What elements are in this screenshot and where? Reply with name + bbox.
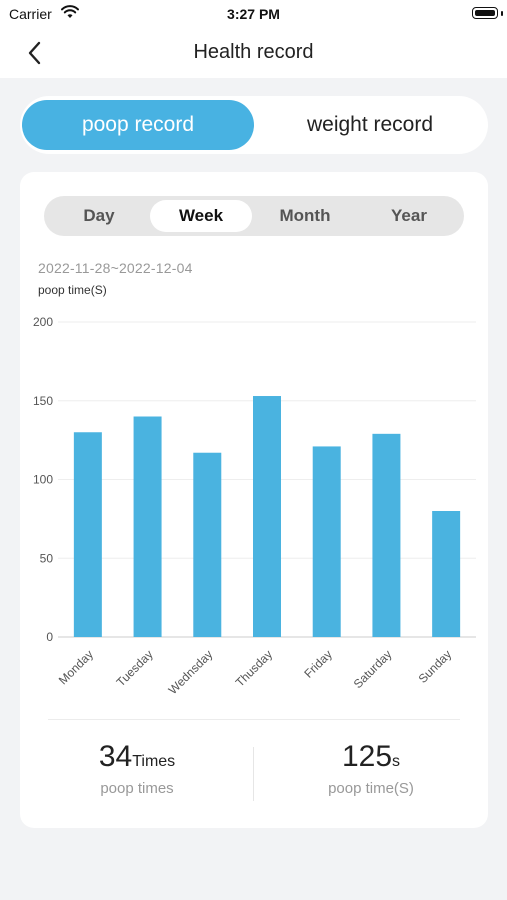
bar-saturday[interactable] (372, 433, 401, 637)
bar-tuesday[interactable] (133, 416, 162, 638)
divider (48, 719, 460, 720)
status-time: 3:27 PM (227, 6, 280, 22)
poop-times-label: poop times (100, 780, 174, 797)
stat-separator (253, 747, 254, 801)
chevron-left-icon[interactable] (22, 38, 50, 68)
wifi-icon (61, 5, 79, 18)
battery-cap (501, 11, 503, 16)
x-tick-label: Saturday (351, 647, 395, 691)
navigation-bar: Health record (0, 28, 507, 78)
bar-wednsday[interactable] (193, 452, 222, 637)
poop-time-value: 125 (341, 740, 393, 773)
y-tick-label: 100 (33, 473, 53, 487)
bar-chart: 0 50 100 150 200 Monday Tuesday Wednsday Thusday… (33, 315, 476, 697)
date-range: 2022-11-28~2022-12-04 (38, 260, 193, 276)
y-axis-label: poop time(S) (38, 283, 107, 297)
status-bar: Carrier 3:27 PM (0, 0, 507, 28)
poop-time-stat: 125s poop time(S) (254, 740, 488, 797)
x-tick-label: Sunday (416, 647, 455, 686)
poop-time-unit: s (392, 753, 401, 770)
x-tick-label: Wednsday (166, 647, 216, 697)
x-tick-label: Monday (56, 647, 96, 687)
tab-weight-record[interactable]: weight record (306, 113, 434, 136)
poop-times-unit: Times (132, 753, 176, 770)
bar-friday[interactable] (312, 446, 341, 637)
carrier-label: Carrier (9, 6, 52, 22)
bar-monday[interactable] (73, 432, 102, 637)
poop-times-value: 34 (98, 740, 133, 773)
x-tick-label: Tuesday (114, 647, 156, 689)
x-tick-label: Thusday (233, 647, 275, 689)
poop-times-stat: 34Times poop times (20, 740, 254, 797)
battery-icon (472, 7, 498, 19)
poop-time-label: poop time(S) (328, 780, 414, 797)
period-tabs: Day Week Month Year (44, 196, 464, 236)
page-title: Health record (193, 41, 314, 63)
y-tick-label: 200 (33, 315, 53, 329)
x-tick-label: Friday (301, 647, 334, 680)
y-tick-label: 150 (33, 394, 53, 408)
tab-poop-record[interactable]: poop record (22, 100, 254, 150)
tab-day[interactable]: Day (83, 206, 115, 225)
bar-thusday[interactable] (253, 396, 281, 637)
record-type-segment: poop record weight record (20, 96, 488, 154)
bar-sunday[interactable] (432, 511, 461, 637)
tab-week[interactable]: Week (150, 200, 252, 232)
y-tick-label: 0 (46, 630, 53, 644)
tab-year[interactable]: Year (391, 206, 427, 225)
y-tick-label: 50 (40, 551, 54, 565)
record-card: Day Week Month Year 2022-11-28~2022-12-0… (20, 172, 488, 828)
tab-month[interactable]: Month (279, 206, 331, 225)
